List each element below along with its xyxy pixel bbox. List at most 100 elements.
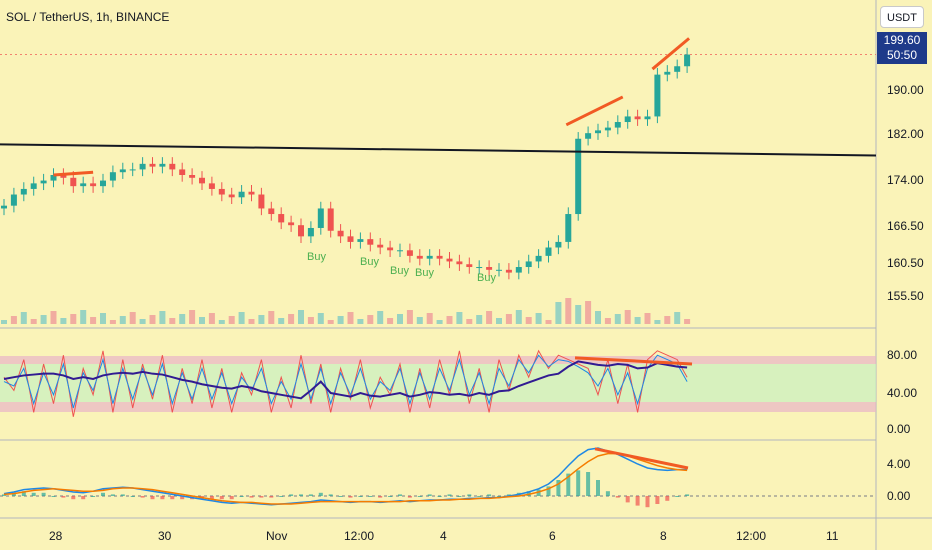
- volume-bar: [644, 313, 651, 324]
- stoch-tick: 0.00: [887, 422, 911, 436]
- candle-body: [119, 169, 126, 173]
- candle-body: [228, 194, 235, 198]
- candle-body: [387, 247, 394, 251]
- price-tick: 166.50: [887, 219, 924, 233]
- macd-histogram-bar: [338, 496, 343, 497]
- macd-histogram-bar: [566, 473, 571, 496]
- macd-histogram-bar: [110, 494, 115, 496]
- macd-histogram-bar: [170, 496, 175, 500]
- macd-histogram-bar: [497, 496, 501, 497]
- candle-body: [268, 208, 275, 215]
- candle-body: [367, 239, 374, 245]
- volume-bar: [515, 310, 522, 324]
- candle-body: [525, 261, 532, 268]
- price-tick: 190.00: [887, 83, 924, 97]
- macd-histogram-bar: [209, 496, 214, 500]
- macd-histogram-bar: [71, 496, 76, 500]
- candle-body: [139, 163, 146, 170]
- macd-histogram-bar: [289, 494, 294, 496]
- candle-body: [654, 74, 661, 117]
- volume-bar: [199, 317, 205, 324]
- time-tick: 6: [549, 529, 556, 543]
- stoch-upper-band: [0, 356, 876, 364]
- macd-histogram-bar: [427, 494, 432, 496]
- volume-bar: [298, 310, 304, 324]
- candle-body: [664, 71, 671, 75]
- macd-histogram-bar: [437, 496, 442, 497]
- candle-body: [169, 163, 176, 170]
- candle-body: [555, 241, 562, 248]
- macd-histogram-bar: [615, 496, 620, 498]
- macd-histogram-bar: [536, 489, 541, 496]
- buy-signal-label: Buy: [415, 267, 434, 279]
- candle-body: [486, 267, 493, 270]
- candle-body: [50, 175, 57, 181]
- macd-histogram-bar: [259, 496, 264, 498]
- candle-body: [238, 191, 245, 198]
- macd-histogram-bar: [51, 496, 56, 497]
- macd-histogram-bar: [269, 496, 274, 498]
- volume-bar: [555, 302, 562, 324]
- price-pane: [0, 37, 877, 324]
- volume-bar: [347, 312, 354, 324]
- volume-bar: [397, 314, 403, 324]
- volume-bar: [268, 311, 275, 324]
- macd-histogram-bar: [160, 496, 165, 500]
- volume-bar: [337, 316, 344, 324]
- candle-body: [446, 258, 453, 262]
- stoch-lower-band: [0, 402, 876, 412]
- candle-body: [426, 255, 433, 259]
- candle-body: [337, 230, 344, 237]
- volume-bar: [228, 316, 235, 324]
- volume-bar: [684, 319, 691, 324]
- macd-histogram-bar: [506, 494, 511, 496]
- macd-histogram-bar: [417, 496, 422, 497]
- macd-histogram-bar: [388, 496, 393, 497]
- candle-body: [298, 225, 304, 237]
- candle-body: [416, 255, 423, 259]
- candle-body: [258, 194, 265, 209]
- macd-histogram-bar: [407, 496, 412, 498]
- candle-body: [248, 191, 255, 195]
- volume-bar: [169, 318, 176, 324]
- volume-bar: [624, 310, 631, 324]
- buy-signal-label: Buy: [307, 251, 326, 263]
- candle-body: [10, 194, 17, 206]
- macd-tick: 0.00: [887, 489, 911, 503]
- macd-histogram-bar: [398, 494, 402, 496]
- candle-body: [466, 264, 473, 268]
- currency-button[interactable]: USDT: [880, 6, 924, 28]
- macd-histogram-bar: [120, 494, 125, 496]
- volume-bar: [614, 314, 621, 324]
- volume-bar: [60, 318, 67, 324]
- volume-bar: [218, 320, 225, 324]
- volume-bar: [486, 311, 493, 324]
- volume-bar: [20, 312, 27, 324]
- candle-body: [377, 244, 384, 248]
- volume-bar: [575, 305, 582, 324]
- volume-bar: [377, 311, 384, 324]
- macd-histogram-bar: [299, 494, 303, 496]
- macd-histogram-bar: [229, 496, 234, 500]
- volume-bar: [595, 311, 601, 324]
- candle-body: [70, 177, 77, 187]
- candle-body: [20, 188, 27, 195]
- macd-histogram-bar: [625, 496, 630, 503]
- divergence-line: [53, 170, 94, 177]
- candle-body: [40, 180, 47, 184]
- volume-bar: [545, 320, 552, 324]
- candle-body: [515, 267, 522, 273]
- macd-histogram-bar: [279, 496, 284, 497]
- price-tick: 155.50: [887, 289, 924, 303]
- volume-bar: [387, 318, 394, 324]
- volume-bar: [456, 312, 463, 324]
- macd-histogram-bar: [239, 496, 244, 497]
- volume-bar: [100, 313, 106, 324]
- macd-histogram-bar: [61, 496, 66, 498]
- volume-bar: [466, 319, 473, 324]
- volume-bar: [179, 314, 186, 324]
- candle-body: [307, 227, 314, 237]
- macd-histogram-bar: [328, 494, 333, 496]
- volume-bar: [10, 316, 17, 324]
